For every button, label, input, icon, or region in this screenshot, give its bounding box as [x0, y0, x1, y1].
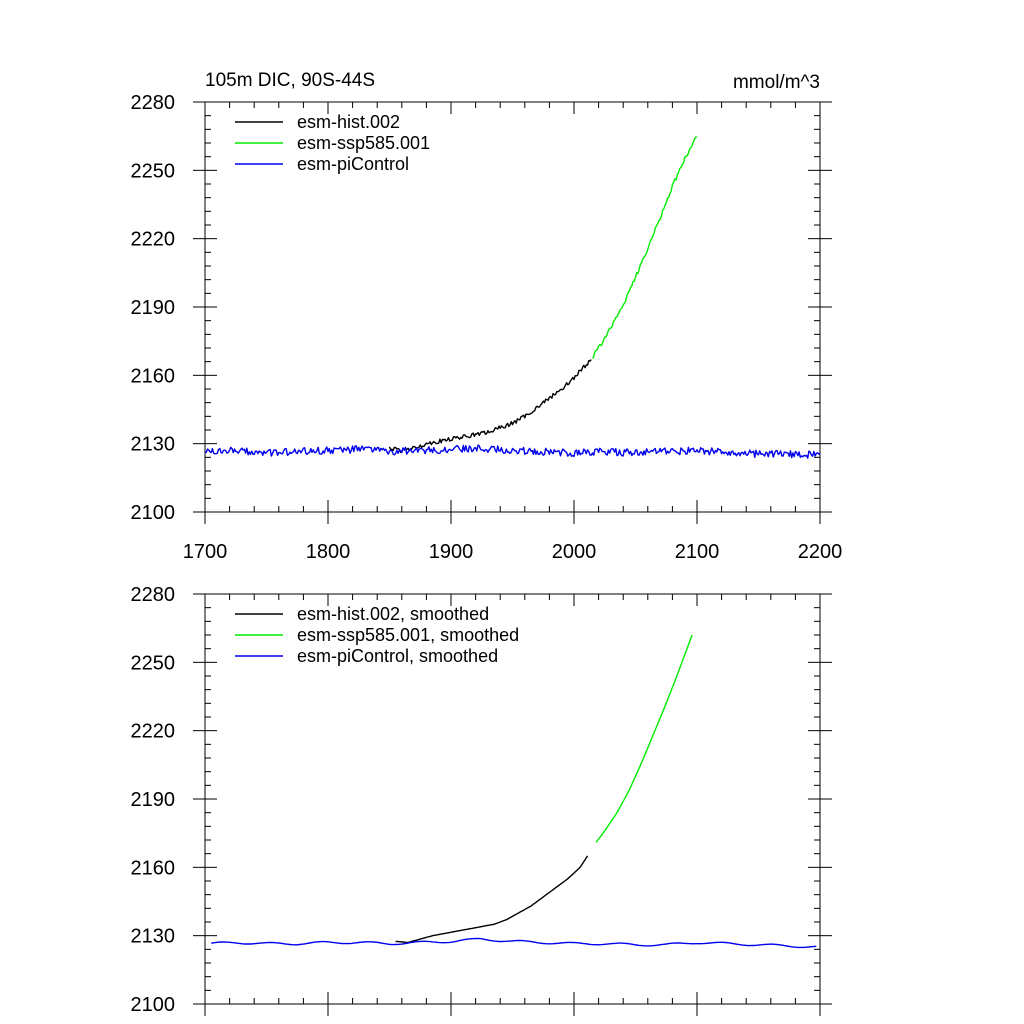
legend-label: esm-hist.002 [297, 112, 400, 132]
y-tick-label: 2160 [131, 857, 176, 879]
x-tick-label: 1700 [183, 541, 228, 563]
y-tick-label: 2190 [131, 297, 176, 319]
y-tick-label: 2250 [131, 160, 176, 182]
y-tick-label: 2250 [131, 652, 176, 674]
chart-title: 105m DIC, 90S-44S [205, 70, 375, 91]
bottom-panel: 2100 2130 2160 2190 2220 2250 2280 esm-hist.002… [131, 584, 832, 1016]
y-tick-label: 2160 [131, 365, 176, 387]
y-tick-label: 2130 [131, 434, 176, 456]
x-tick-label: 2100 [675, 541, 720, 563]
series-line-1 [388, 359, 592, 453]
y-tick-label: 2220 [131, 721, 176, 743]
series-line-2 [591, 136, 698, 359]
legend-label: esm-ssp585.001, smoothed [297, 625, 519, 645]
y-tick-label: 2100 [131, 502, 176, 524]
units-label: mmol/m^3 [733, 72, 820, 93]
x-tick-label: 1800 [306, 541, 351, 563]
y-tick-label: 2280 [131, 92, 176, 114]
y-tick-label: 2190 [131, 789, 176, 811]
y-tick-label: 2100 [131, 994, 176, 1016]
series-line-2 [595, 634, 693, 843]
x-tick-label: 1900 [429, 541, 474, 563]
series-line-3 [211, 937, 817, 949]
legend-label: esm-piControl [297, 154, 409, 174]
x-tick-label: 2000 [552, 541, 597, 563]
y-tick-label: 2280 [131, 584, 176, 606]
legend-label: esm-piControl, smoothed [297, 646, 498, 666]
y-tick-label: 2130 [131, 926, 176, 948]
y-tick-label: 2220 [131, 229, 176, 251]
series-line-1 [395, 855, 589, 944]
legend-label: esm-ssp585.001 [297, 133, 430, 153]
series-line-3 [204, 444, 821, 459]
top-panel: 1700 1800 1900 2000 2100 2200 2100 2130 2160 2190… [131, 70, 843, 563]
x-tick-label: 2200 [798, 541, 843, 563]
legend-label: esm-hist.002, smoothed [297, 604, 489, 624]
